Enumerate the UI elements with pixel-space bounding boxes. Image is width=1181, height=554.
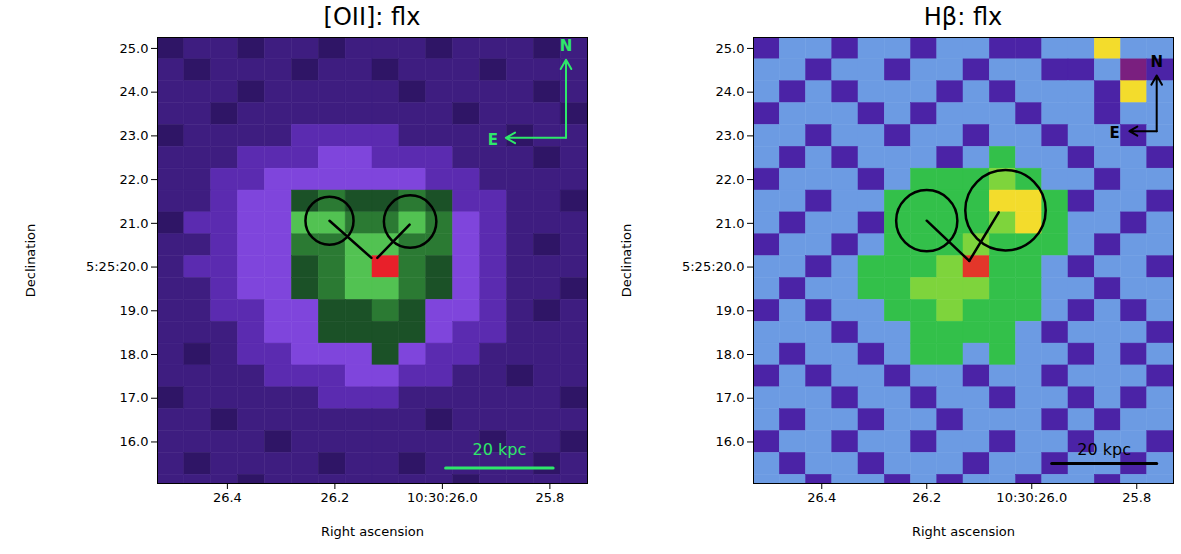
svg-text:24.0: 24.0 (716, 84, 745, 99)
svg-text:20 kpc: 20 kpc (473, 440, 527, 459)
svg-text:23.0: 23.0 (716, 128, 745, 143)
svg-text:26.4: 26.4 (213, 490, 242, 505)
svg-text:22.0: 22.0 (120, 172, 149, 187)
svg-text:19.0: 19.0 (716, 303, 745, 318)
svg-text:25.8: 25.8 (1122, 490, 1151, 505)
svg-text:E: E (1110, 124, 1120, 142)
svg-text:24.0: 24.0 (120, 84, 149, 99)
svg-text:16.0: 16.0 (120, 434, 149, 449)
svg-text:21.0: 21.0 (120, 215, 149, 230)
svg-text:18.0: 18.0 (716, 347, 745, 362)
svg-text:5:25:20.0: 5:25:20.0 (86, 259, 149, 274)
svg-text:20 kpc: 20 kpc (1077, 440, 1131, 459)
svg-text:26.2: 26.2 (320, 490, 349, 505)
svg-text:N: N (560, 37, 573, 55)
svg-text:26.2: 26.2 (912, 490, 941, 505)
svg-text:18.0: 18.0 (120, 347, 149, 362)
svg-text:23.0: 23.0 (120, 128, 149, 143)
svg-text:N: N (1150, 53, 1163, 71)
svg-text:17.0: 17.0 (120, 390, 149, 405)
svg-text:Declination: Declination (23, 224, 38, 298)
html-text:Hβ: flx: Hβ: flx (923, 3, 1003, 31)
svg-text:19.0: 19.0 (120, 303, 149, 318)
svg-text:17.0: 17.0 (716, 390, 745, 405)
svg-text:25.0: 25.0 (120, 41, 149, 56)
svg-text:26.4: 26.4 (807, 490, 836, 505)
html-text:[OII]: flx: [OII]: flx (323, 3, 421, 31)
svg-text:10:30:26.0: 10:30:26.0 (996, 490, 1067, 505)
svg-text:5:25:20.0: 5:25:20.0 (682, 259, 745, 274)
svg-text:25.8: 25.8 (535, 490, 564, 505)
svg-text:21.0: 21.0 (716, 215, 745, 230)
svg-text:22.0: 22.0 (716, 172, 745, 187)
svg-text:25.0: 25.0 (716, 41, 745, 56)
svg-text:Declination: Declination (619, 224, 634, 298)
svg-text:16.0: 16.0 (716, 434, 745, 449)
svg-text:Right ascension: Right ascension (321, 524, 424, 539)
svg-text:E: E (488, 131, 498, 149)
svg-text:10:30:26.0: 10:30:26.0 (407, 490, 478, 505)
svg-text:Right ascension: Right ascension (912, 524, 1015, 539)
